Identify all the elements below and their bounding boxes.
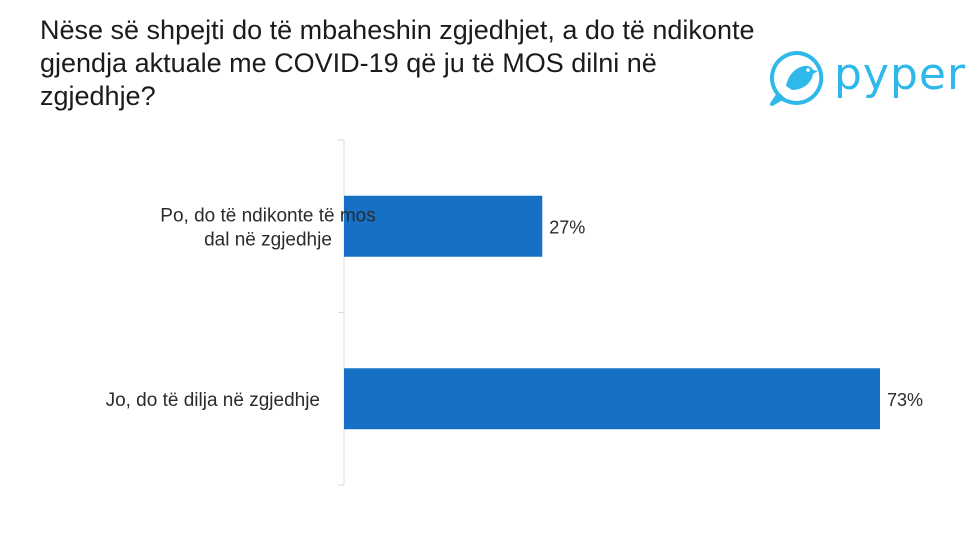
data-label: 73% [887, 390, 923, 410]
bar [344, 195, 543, 257]
category-label-line: Po, do të ndikonte të mos [160, 205, 375, 226]
bar-chart: Po, do të ndikonte të mos dal në zgjedhje… [106, 139, 923, 486]
data-label: 27% [549, 217, 585, 237]
category-label-line: Jo, do të dilja në zgjedhje [106, 390, 320, 411]
category-label: Jo, do të dilja në zgjedhje [106, 390, 320, 411]
brand-logo: pyper [768, 48, 968, 112]
bar [344, 368, 880, 430]
chart-title: Nëse së shpejti do të mbaheshin zgjedhje… [40, 15, 755, 111]
brand-wordmark: pyper [834, 49, 967, 100]
category-label-line: dal në zgjedhje [204, 229, 332, 250]
bird-logo-icon [769, 50, 824, 106]
category-label: Po, do të ndikonte të mos dal në zgjedhje [160, 205, 375, 250]
